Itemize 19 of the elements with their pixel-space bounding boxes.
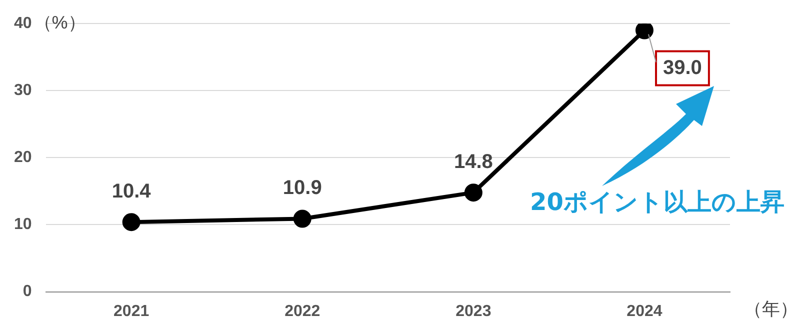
- x-tick-label: 2022: [284, 302, 320, 320]
- x-tick-label: 2023: [456, 302, 492, 320]
- y-tick-label: 40: [14, 15, 32, 32]
- y-tick-label: 30: [14, 82, 32, 100]
- x-tick-label: 2021: [114, 302, 150, 320]
- point: [122, 213, 140, 232]
- point: [293, 210, 312, 228]
- data-label: 14.8: [454, 151, 493, 174]
- x-tick-label: 2024: [626, 302, 662, 320]
- y-tick-label: 20: [14, 149, 32, 166]
- point: [464, 184, 482, 202]
- data-label: 10.4: [112, 180, 152, 203]
- x-axis-title: （年）: [744, 298, 798, 319]
- data-label: 10.9: [282, 177, 322, 200]
- y-tick-label: 0: [22, 283, 32, 300]
- data-label: 39.0: [663, 56, 702, 79]
- annotation: 20ポイント以上の上昇: [530, 187, 784, 218]
- y-tick-label: 10: [14, 216, 32, 234]
- y-axis-title: （%）: [34, 12, 86, 33]
